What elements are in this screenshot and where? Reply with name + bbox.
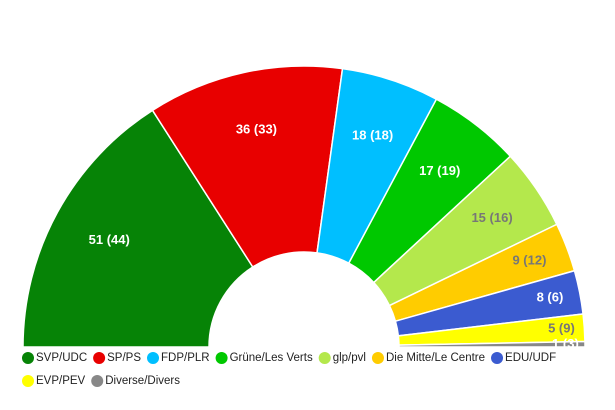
seat-segment xyxy=(398,340,586,348)
seat-segment xyxy=(22,109,254,348)
legend-label: Die Mitte/Le Centre xyxy=(386,352,485,364)
legend-label: EDU/UDF xyxy=(505,352,556,364)
legend-swatch xyxy=(371,352,384,364)
value-label: 15 (16) xyxy=(471,210,512,225)
legend-label: glp/pvl xyxy=(333,352,366,364)
value-label: 1 (3) xyxy=(552,336,579,351)
value-label: 5 (9) xyxy=(548,321,575,336)
value-label: 51 (44) xyxy=(89,232,130,247)
legend-swatch xyxy=(91,375,104,387)
legend-swatch xyxy=(491,352,504,364)
legend-label: SP/PS xyxy=(107,352,141,364)
value-label: 8 (6) xyxy=(537,290,564,305)
legend-swatch xyxy=(22,375,34,387)
legend-label: EVP/PEV xyxy=(36,375,86,387)
legend-label: FDP/PLR xyxy=(161,352,210,364)
value-label: 17 (19) xyxy=(419,163,460,178)
seat-segment xyxy=(151,65,344,269)
legend-swatch xyxy=(318,352,331,364)
value-label: 18 (18) xyxy=(352,127,393,142)
legend-swatch xyxy=(147,352,160,364)
legend-label: Diverse/Divers xyxy=(105,375,180,387)
legend-swatch xyxy=(93,352,106,364)
value-label: 36 (33) xyxy=(236,122,277,137)
value-label: 9 (12) xyxy=(512,253,546,268)
legend-swatch xyxy=(22,352,34,364)
legend-label: SVP/UDC xyxy=(36,352,87,364)
legend-label: Grüne/Les Verts xyxy=(230,352,313,364)
legend-swatch xyxy=(215,352,228,364)
